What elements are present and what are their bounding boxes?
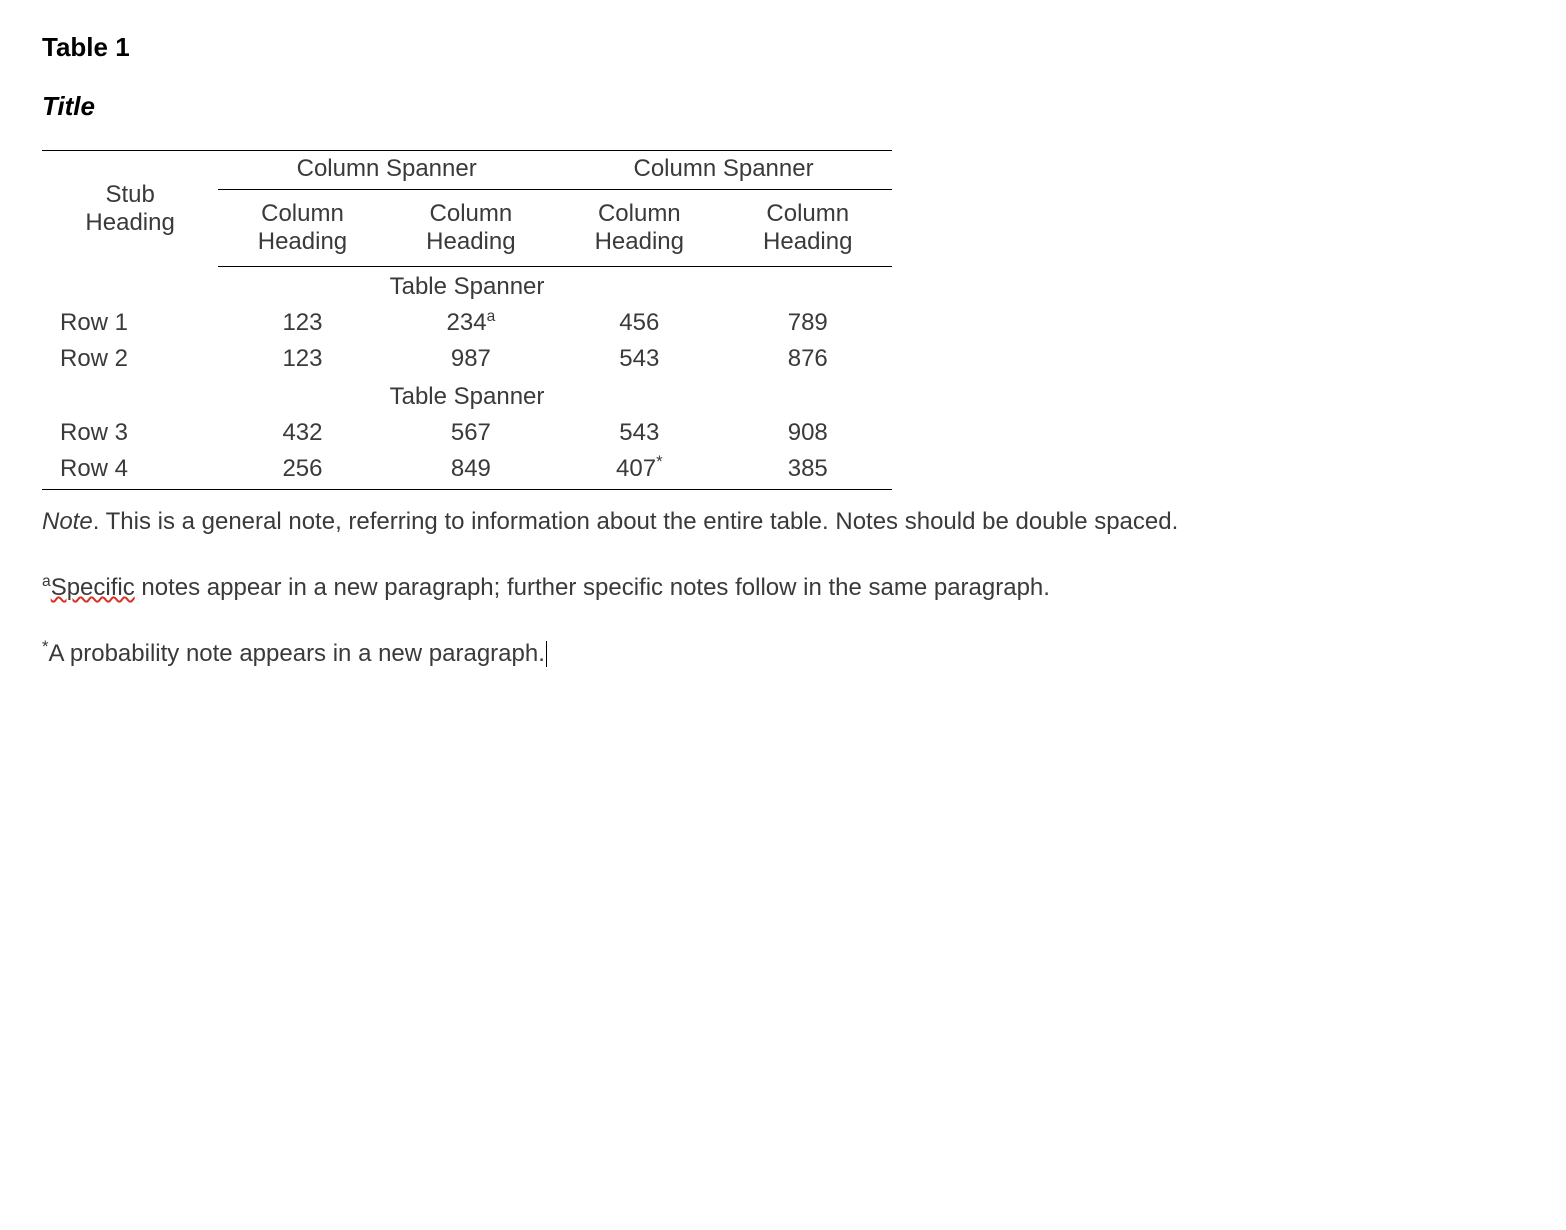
column-heading-2: ColumnHeading xyxy=(387,190,555,267)
table-row: Row 4 256 849 407* 385 xyxy=(42,451,892,490)
probability-note: *A probability note appears in a new par… xyxy=(42,630,1522,678)
row-label: Row 2 xyxy=(42,341,218,377)
specific-note-text: notes appear in a new paragraph; further… xyxy=(135,574,1050,601)
cell: 432 xyxy=(218,415,386,451)
general-note-text: . This is a general note, referring to i… xyxy=(93,508,1179,535)
cell: 789 xyxy=(724,305,892,341)
cell: 385 xyxy=(724,451,892,490)
column-heading-3: ColumnHeading xyxy=(555,190,723,267)
column-spanner-1: Column Spanner xyxy=(218,151,555,190)
cell: 234a xyxy=(387,305,555,341)
column-heading-1: ColumnHeading xyxy=(218,190,386,267)
footnote-marker-a: a xyxy=(487,308,496,325)
table-spanner-row-2: Table Spanner xyxy=(42,377,892,415)
cell: 456 xyxy=(555,305,723,341)
cell: 849 xyxy=(387,451,555,490)
stub-heading-line2: Heading xyxy=(85,209,174,236)
table-row: Row 3 432 567 543 908 xyxy=(42,415,892,451)
text-cursor xyxy=(546,641,547,667)
cell: 543 xyxy=(555,341,723,377)
column-heading-4: ColumnHeading xyxy=(724,190,892,267)
row-label: Row 4 xyxy=(42,451,218,490)
data-table: Stub Heading Column Spanner Column Spann… xyxy=(42,150,892,490)
table-spanner-1: Table Spanner xyxy=(42,267,892,306)
stub-heading-line1: Stub xyxy=(105,181,154,208)
table-notes: Note. This is a general note, referring … xyxy=(42,498,1522,678)
note-label: Note xyxy=(42,508,93,535)
cell: 876 xyxy=(724,341,892,377)
table-row: Row 1 123 234a 456 789 xyxy=(42,305,892,341)
spellcheck-word: Specific xyxy=(51,574,135,601)
table-spanner-2: Table Spanner xyxy=(42,377,892,415)
cell: 908 xyxy=(724,415,892,451)
stub-heading: Stub Heading xyxy=(42,151,218,267)
table-title: Title xyxy=(42,91,1524,122)
footnote-marker-star: * xyxy=(656,452,663,471)
table-row: Row 2 123 987 543 876 xyxy=(42,341,892,377)
table-spanner-row-1: Table Spanner xyxy=(42,267,892,306)
row-label: Row 3 xyxy=(42,415,218,451)
specific-note: aSpecific notes appear in a new paragrap… xyxy=(42,564,1522,612)
cell: 567 xyxy=(387,415,555,451)
specific-note-marker: a xyxy=(42,573,51,590)
cell: 123 xyxy=(218,305,386,341)
general-note: Note. This is a general note, referring … xyxy=(42,498,1522,546)
cell: 256 xyxy=(218,451,386,490)
cell: 543 xyxy=(555,415,723,451)
cell: 407* xyxy=(555,451,723,490)
probability-note-text: A probability note appears in a new para… xyxy=(49,640,545,667)
table-number: Table 1 xyxy=(42,32,1524,63)
row-label: Row 1 xyxy=(42,305,218,341)
column-spanner-2: Column Spanner xyxy=(555,151,892,190)
cell: 123 xyxy=(218,341,386,377)
cell: 987 xyxy=(387,341,555,377)
